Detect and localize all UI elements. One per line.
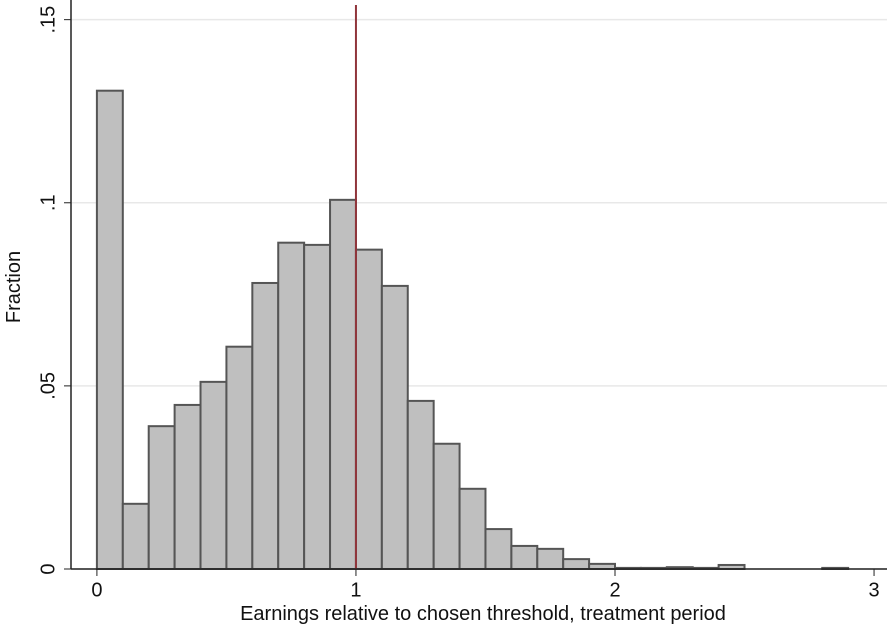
- bar: [562, 558, 591, 571]
- bar: [484, 528, 513, 570]
- bar: [95, 89, 124, 570]
- x-tick-label: 2: [609, 579, 620, 601]
- bar: [406, 399, 435, 571]
- y-axis-title: Fraction: [3, 251, 25, 323]
- y-tick-label: .1: [37, 194, 59, 211]
- bar: [380, 284, 409, 570]
- bar: [277, 241, 306, 571]
- bar: [329, 198, 357, 570]
- bar: [458, 487, 487, 570]
- bar: [588, 562, 616, 571]
- y-tick-label: .15: [37, 6, 59, 34]
- bar: [199, 380, 228, 571]
- bar: [536, 547, 565, 570]
- x-tick-label: 0: [91, 579, 102, 601]
- bar: [303, 243, 332, 570]
- bar: [121, 502, 150, 571]
- x-tick-label: 3: [868, 579, 879, 601]
- bar: [354, 248, 383, 570]
- y-tick-label: 0: [37, 563, 59, 574]
- bar: [147, 425, 176, 570]
- bar: [251, 281, 280, 570]
- y-tick-label: .05: [37, 372, 59, 400]
- bar: [510, 544, 539, 570]
- bar: [225, 345, 254, 570]
- x-tick-label: 1: [350, 579, 361, 601]
- x-axis-title: Earnings relative to chosen threshold, t…: [240, 603, 726, 625]
- bar: [173, 403, 202, 570]
- bar: [432, 442, 461, 570]
